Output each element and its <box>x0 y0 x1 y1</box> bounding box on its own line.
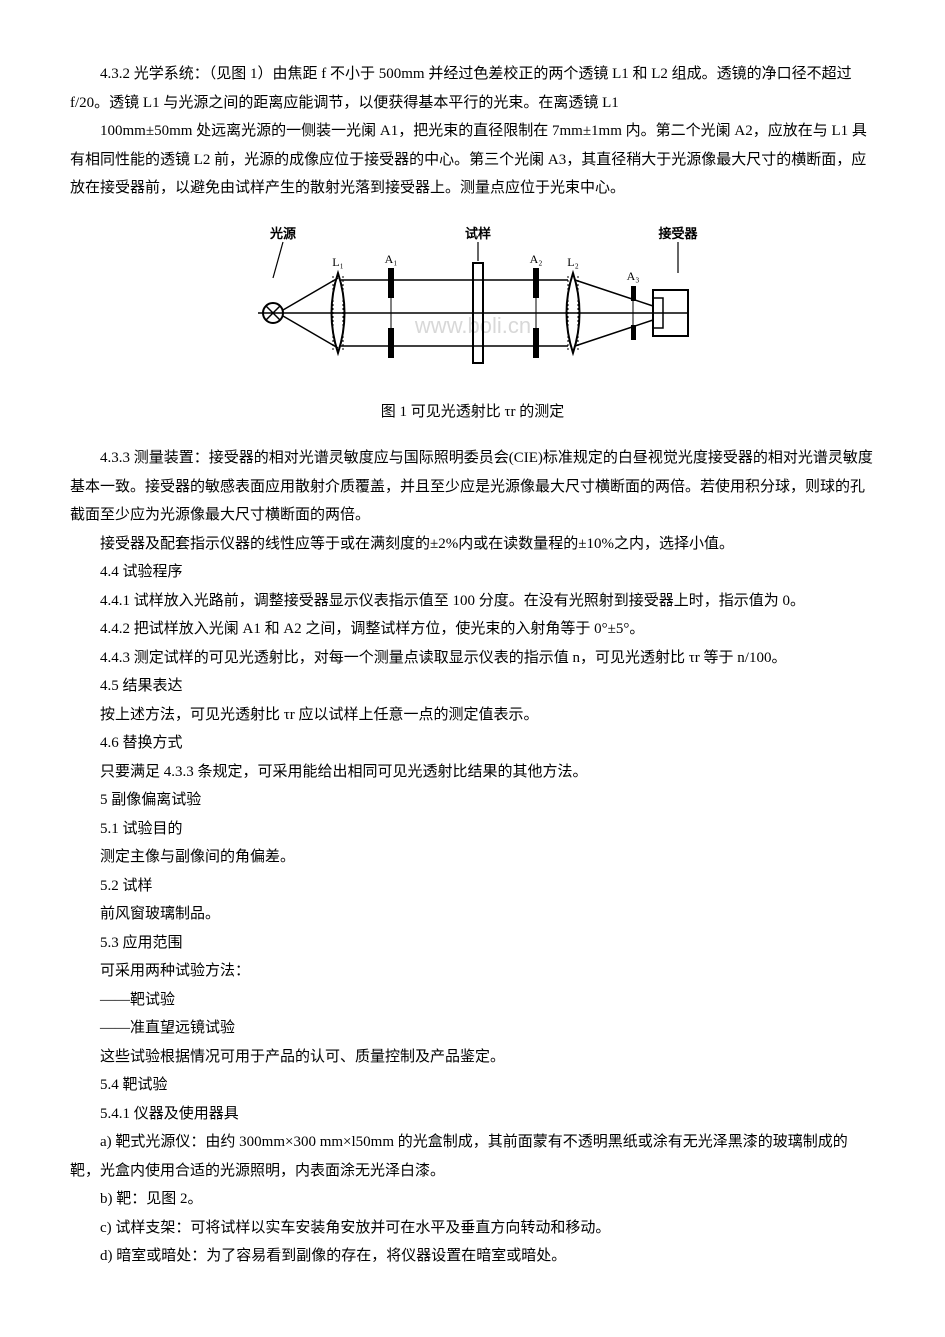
figure-1-container: www.boli.cn 光源 试样 接受器 L₁ A₁ <box>70 218 875 388</box>
label-A2: A₂ <box>529 252 542 266</box>
para-5-3: 5.3 应用范围 <box>70 929 875 958</box>
para-5: 5 副像偏离试验 <box>70 786 875 815</box>
figure-1-diagram: www.boli.cn 光源 试样 接受器 L₁ A₁ <box>233 218 713 388</box>
label-L1: L₁ <box>332 255 344 269</box>
para-4-6b: 只要满足 4.3.3 条规定，可采用能给出相同可见光透射比结果的其他方法。 <box>70 758 875 787</box>
para-4-4-2: 4.4.2 把试样放入光阑 A1 和 A2 之间，调整试样方位，使光束的入射角等… <box>70 615 875 644</box>
para-4-6: 4.6 替换方式 <box>70 729 875 758</box>
para-5-1: 5.1 试验目的 <box>70 815 875 844</box>
label-sample: 试样 <box>464 226 490 241</box>
para-4-4: 4.4 试验程序 <box>70 558 875 587</box>
figure-1-caption: 图 1 可见光透射比 τr 的测定 <box>70 398 875 427</box>
para-5-4-1: 5.4.1 仪器及使用器具 <box>70 1100 875 1129</box>
label-A3: A₃ <box>626 269 639 283</box>
para-5-4: 5.4 靶试验 <box>70 1071 875 1100</box>
para-4-3-3b: 接受器及配套指示仪器的线性应等于或在满刻度的±2%内或在读数量程的±10%之内，… <box>70 530 875 559</box>
para-4-3-3: 4.3.3 测量装置：接受器的相对光谱灵敏度应与国际照明委员会(CIE)标准规定… <box>70 444 875 530</box>
para-5-3c: ——靶试验 <box>70 986 875 1015</box>
para-4-5b: 按上述方法，可见光透射比 τr 应以试样上任意一点的测定值表示。 <box>70 701 875 730</box>
para-4-5: 4.5 结果表达 <box>70 672 875 701</box>
para-4-3-2-cont: 100mm±50mm 处远离光源的一侧装一光阑 A1，把光束的直径限制在 7mm… <box>70 117 875 203</box>
para-5-3d: ——准直望远镜试验 <box>70 1014 875 1043</box>
label-A1: A₁ <box>384 252 397 266</box>
label-L2: L₂ <box>567 255 579 269</box>
para-5-2: 5.2 试样 <box>70 872 875 901</box>
para-5-3b: 可采用两种试验方法： <box>70 957 875 986</box>
para-4-3-2: 4.3.2 光学系统：（见图 1）由焦距 f 不小于 500mm 并经过色差校正… <box>70 60 875 117</box>
para-4-4-3: 4.4.3 测定试样的可见光透射比，对每一个测量点读取显示仪表的指示值 n，可见… <box>70 644 875 673</box>
para-5-4-1a: a) 靶式光源仪：由约 300mm×300 mm×l50mm 的光盒制成，其前面… <box>70 1128 875 1185</box>
para-5-2b: 前风窗玻璃制品。 <box>70 900 875 929</box>
para-5-3e: 这些试验根据情况可用于产品的认可、质量控制及产品鉴定。 <box>70 1043 875 1072</box>
para-4-4-1: 4.4.1 试样放入光路前，调整接受器显示仪表指示值至 100 分度。在没有光照… <box>70 587 875 616</box>
label-receiver: 接受器 <box>658 226 698 241</box>
para-5-4-1d: d) 暗室或暗处：为了容易看到副像的存在，将仪器设置在暗室或暗处。 <box>70 1242 875 1271</box>
para-5-4-1b: b) 靶：见图 2。 <box>70 1185 875 1214</box>
label-source: 光源 <box>268 226 295 241</box>
para-5-4-1c: c) 试样支架：可将试样以实车安装角安放并可在水平及垂直方向转动和移动。 <box>70 1214 875 1243</box>
para-5-1b: 测定主像与副像间的角偏差。 <box>70 843 875 872</box>
